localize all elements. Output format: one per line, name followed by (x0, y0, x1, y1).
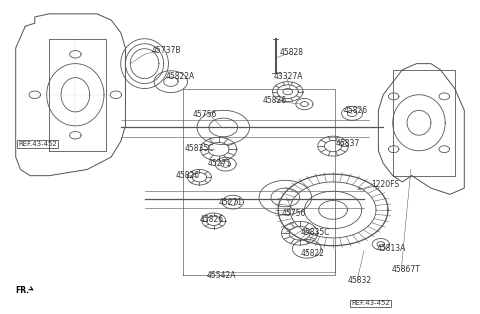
Text: 45542A: 45542A (206, 271, 236, 280)
Text: REF.43-452: REF.43-452 (351, 300, 390, 306)
Text: 45822: 45822 (300, 249, 324, 258)
Text: 45828: 45828 (280, 48, 304, 57)
Text: 45271: 45271 (207, 159, 232, 168)
Text: 45822A: 45822A (166, 72, 195, 81)
Text: 45737B: 45737B (152, 46, 181, 55)
Text: 45756: 45756 (192, 110, 216, 119)
Text: FR.: FR. (16, 286, 30, 295)
Text: 45271: 45271 (218, 198, 243, 207)
Text: 45826: 45826 (199, 215, 224, 225)
Text: 43327A: 43327A (274, 72, 303, 81)
Text: REF.43-452: REF.43-452 (18, 141, 57, 147)
Text: 45813A: 45813A (376, 244, 406, 253)
Text: 45826: 45826 (263, 96, 287, 106)
Text: 45835C: 45835C (300, 229, 330, 237)
Text: 45826: 45826 (344, 106, 368, 116)
Text: 45837: 45837 (336, 139, 360, 149)
Text: 45832: 45832 (348, 276, 372, 285)
Text: 45826: 45826 (176, 171, 200, 180)
Text: 45756: 45756 (281, 208, 306, 218)
Text: 45835C: 45835C (185, 144, 215, 153)
Text: 1220FS: 1220FS (371, 180, 399, 189)
Text: 45867T: 45867T (392, 265, 420, 274)
